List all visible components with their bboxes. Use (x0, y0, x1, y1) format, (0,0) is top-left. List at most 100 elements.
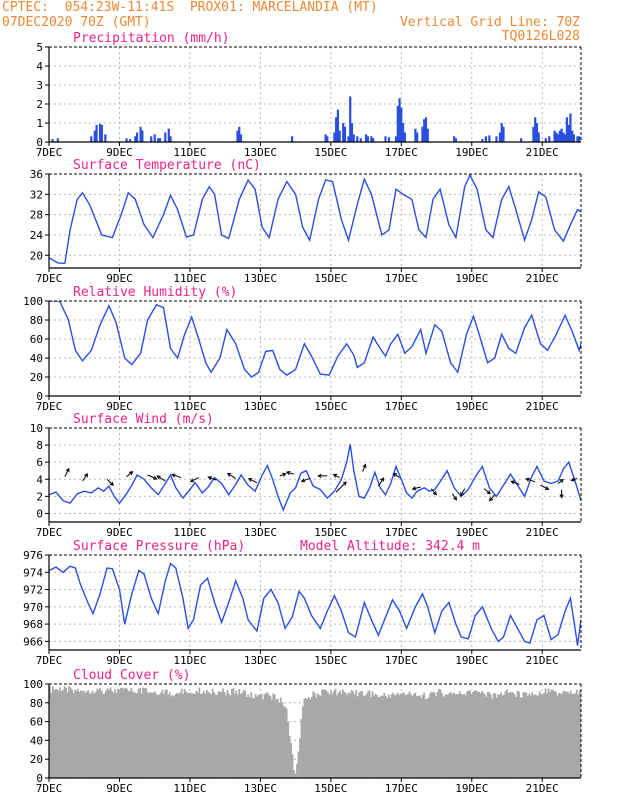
cloud-bar (457, 694, 460, 778)
precip-bar (139, 126, 142, 142)
wind-arrow (317, 473, 328, 478)
cloud-bar (458, 691, 461, 778)
precip-bar (555, 132, 558, 142)
rh-line (49, 301, 581, 378)
cloud-bar (411, 696, 414, 778)
y-tick-label: 20 (30, 249, 43, 262)
cloud-bar (210, 694, 213, 778)
cloud-bar (108, 689, 110, 778)
x-tick-label: 17DEC (385, 146, 418, 159)
cloud-bar (482, 692, 485, 778)
series-temp (49, 174, 581, 265)
cloud-bar (331, 693, 334, 778)
y-tick-label: 0 (36, 390, 43, 403)
cloud-bar (343, 691, 346, 778)
cloud-bar (106, 688, 109, 778)
precip-bar (342, 123, 345, 142)
cloud-bar (538, 691, 541, 778)
x-tick-label: 13DEC (244, 782, 277, 795)
precip-bar (567, 124, 570, 142)
x-tick-label: 21DEC (526, 146, 559, 159)
precip-bar (454, 138, 458, 142)
cloud-bar (377, 696, 380, 778)
cloud-bar (495, 697, 498, 778)
precip-bar (164, 132, 167, 142)
cloud-bar (319, 695, 322, 778)
cloud-bar (306, 699, 309, 778)
cloud-bar (236, 694, 239, 778)
wind-arrow (226, 472, 236, 479)
wind-arrow (559, 489, 564, 499)
x-tick-label: 17DEC (385, 272, 418, 285)
cloud-bar (74, 689, 76, 778)
cloud-bar (103, 693, 106, 778)
cloud-bar (460, 693, 463, 778)
cloud-bar (540, 693, 543, 778)
vertical-grid-note: Vertical Grid Line: 70Z (399, 15, 580, 30)
cloud-bar (461, 694, 464, 778)
y-tick-label: 10 (30, 422, 43, 435)
cloud-bar (179, 692, 181, 778)
cloud-bar (134, 692, 137, 778)
cloud-bar (273, 694, 276, 778)
panel-rh: 0 20 40 60 80 100 7DEC 9DEC 11DEC 13DEC 15DEC 17DEC… (23, 285, 582, 413)
cloud-bar (418, 695, 421, 778)
cloud-bar (268, 694, 270, 778)
cloud-bar (118, 690, 121, 778)
cloud-bar (367, 691, 369, 778)
cloud-bar (222, 688, 224, 778)
cloud-bar (544, 688, 547, 778)
cloud-bar (263, 694, 266, 778)
cloud-bar (417, 696, 420, 778)
cloud-bar (523, 691, 526, 778)
cloud-bar (413, 693, 415, 778)
cloud-bar (66, 692, 69, 778)
cloud-bar (568, 693, 571, 778)
wind-arrow (557, 478, 564, 484)
cloud-bar (455, 694, 458, 778)
cloud-bar (429, 693, 432, 778)
y-tick-label: 60 (30, 333, 43, 346)
series-rh (49, 301, 581, 378)
panel-title: Surface Pressure (hPa) (73, 539, 245, 554)
cloud-bar (253, 698, 255, 778)
cloud-bar (80, 690, 82, 778)
precip-bar (532, 126, 535, 142)
grid-pressure (49, 555, 581, 650)
precip-bar (157, 138, 160, 142)
cloud-bar (220, 691, 223, 778)
cloud-bar (571, 693, 574, 778)
cloud-bar (225, 695, 227, 778)
cloud-bar (207, 691, 210, 778)
cloud-bar (535, 695, 538, 778)
y-tick-label: 968 (23, 618, 43, 631)
precip-bar (338, 130, 341, 142)
cloud-bar (438, 689, 440, 778)
wind-arrow (279, 472, 287, 477)
cloud-bar (219, 691, 221, 778)
cloud-bar (321, 689, 324, 778)
cloud-bar (559, 693, 562, 778)
cloud-bar (149, 692, 152, 778)
cloud-bar (327, 692, 329, 778)
cloud-bar (340, 694, 343, 778)
cloud-bar (185, 691, 187, 778)
cloud-bar (77, 688, 79, 778)
wind-arrow (335, 481, 347, 493)
panel-precip: 0 1 2 3 4 5 7DEC 9DEC 11DEC 13DEC 15DEC 17DEC 19DEC 2… (36, 31, 582, 159)
cloud-bar (473, 690, 476, 778)
wind-arrow (106, 478, 114, 487)
cloud-bar (177, 693, 180, 778)
cloud-bar (63, 686, 66, 778)
cloud-bar (65, 687, 68, 778)
cloud-bar (56, 689, 59, 778)
cloud-bar (563, 691, 566, 778)
cloud-bar (208, 692, 211, 778)
cloud-bar (266, 692, 269, 778)
cloud-bar (325, 690, 328, 778)
wind-line (49, 444, 581, 512)
precip-bar (387, 137, 391, 142)
cloud-bar (521, 697, 523, 778)
cloud-bar (347, 692, 350, 778)
